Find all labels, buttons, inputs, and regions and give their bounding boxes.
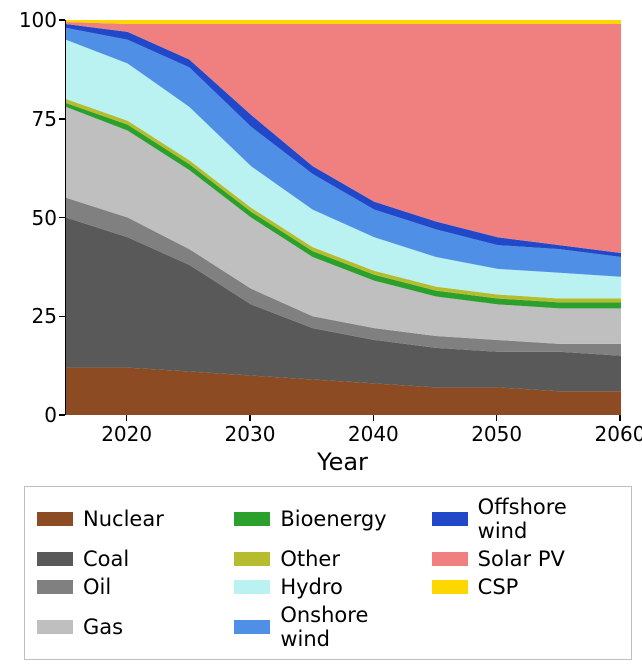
y-tick-label: 50 <box>32 206 57 230</box>
legend-item-onshore-wind: Onshore wind <box>234 603 421 651</box>
x-tick <box>496 415 498 421</box>
legend-item-nuclear: Nuclear <box>37 495 224 543</box>
x-tick-label: 2050 <box>471 422 522 446</box>
y-tick-label: 0 <box>44 403 57 427</box>
area-csp <box>66 20 621 24</box>
x-tick <box>249 415 251 421</box>
y-tick <box>59 19 65 21</box>
legend-swatch <box>234 512 270 526</box>
legend-label: Onshore wind <box>280 603 421 651</box>
y-tick-label: 25 <box>32 304 57 328</box>
legend-label: Oil <box>83 575 111 599</box>
legend-label: Nuclear <box>83 507 164 531</box>
legend-item-gas: Gas <box>37 603 224 651</box>
legend-label: Gas <box>83 615 123 639</box>
legend-item-hydro: Hydro <box>234 575 421 599</box>
legend-swatch <box>234 580 270 594</box>
y-tick-label: 100 <box>19 8 57 32</box>
legend-item-offshore-wind: Offshore wind <box>432 495 619 543</box>
x-tick-label: 2030 <box>225 422 276 446</box>
legend-label: CSP <box>478 575 519 599</box>
legend-label: Bioenergy <box>280 507 386 531</box>
legend-item-oil: Oil <box>37 575 224 599</box>
y-tick-label: 75 <box>32 107 57 131</box>
area-svg <box>66 20 621 415</box>
x-tick <box>619 415 621 421</box>
x-tick-label: 2040 <box>348 422 399 446</box>
legend-swatch <box>37 552 73 566</box>
legend-swatch <box>234 620 270 634</box>
legend-swatch <box>37 620 73 634</box>
x-axis-label: Year <box>65 448 620 476</box>
legend-label: Hydro <box>280 575 343 599</box>
y-tick <box>59 217 65 219</box>
x-tick-label: 2060 <box>595 422 642 446</box>
legend-label: Coal <box>83 547 129 571</box>
legend-item-solar-pv: Solar PV <box>432 547 619 571</box>
x-tick <box>373 415 375 421</box>
energy-area-chart: 025507510020202030204020502060 Year <box>10 10 632 480</box>
y-tick <box>59 316 65 318</box>
legend-item-other: Other <box>234 547 421 571</box>
legend-swatch <box>234 552 270 566</box>
legend-label: Solar PV <box>478 547 565 571</box>
x-tick <box>126 415 128 421</box>
legend-label: Other <box>280 547 340 571</box>
legend-swatch <box>37 512 73 526</box>
y-tick <box>59 414 65 416</box>
legend-swatch <box>432 552 468 566</box>
legend-label: Offshore wind <box>478 495 619 543</box>
legend-item-coal: Coal <box>37 547 224 571</box>
legend-swatch <box>432 580 468 594</box>
legend-swatch <box>37 580 73 594</box>
legend-swatch <box>432 512 468 526</box>
x-tick-label: 2020 <box>101 422 152 446</box>
legend-item-bioenergy: Bioenergy <box>234 495 421 543</box>
legend: Nuclear Coal Oil Gas Bioenergy Other Hydro Onsh… <box>24 486 632 660</box>
plot-area <box>65 20 620 415</box>
legend-item-csp: CSP <box>432 575 619 599</box>
y-tick <box>59 118 65 120</box>
